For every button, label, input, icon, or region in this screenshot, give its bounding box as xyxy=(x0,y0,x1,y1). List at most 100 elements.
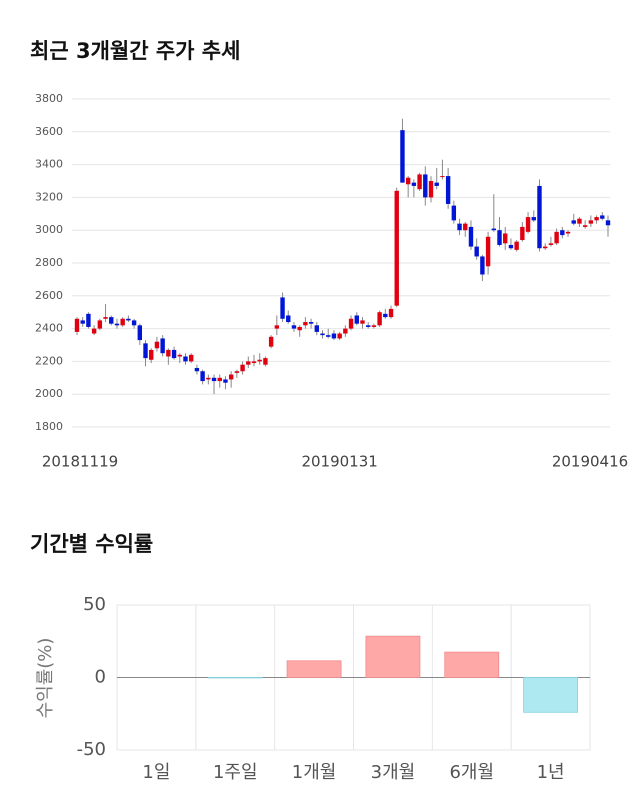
candle-body xyxy=(303,322,308,326)
candle-body xyxy=(508,244,514,249)
x-tick-label: 1주일 xyxy=(213,762,258,783)
y-tick-label: 50 xyxy=(83,594,106,615)
candle-body xyxy=(251,361,257,364)
candle-body xyxy=(74,318,80,332)
candle-body xyxy=(537,185,542,249)
candle-body xyxy=(149,349,154,360)
candle-body xyxy=(223,379,228,383)
candle-body xyxy=(211,377,217,382)
candle-body xyxy=(440,176,445,178)
candle-body xyxy=(468,226,474,247)
section-title: 최근 3개월간 주가 추세 xyxy=(30,39,240,63)
candle-body xyxy=(571,220,576,224)
candle-body xyxy=(383,313,388,318)
bar xyxy=(365,635,421,678)
candle-body xyxy=(554,231,559,244)
y-tick-label: 2000 xyxy=(35,387,63,400)
candle-body xyxy=(531,217,536,221)
candle-body xyxy=(120,318,125,326)
y-tick-label: 3600 xyxy=(35,125,63,138)
x-tick-label: 20181119 xyxy=(42,453,118,471)
candle-body xyxy=(428,181,434,198)
y-tick-label: 0 xyxy=(95,667,106,688)
candle-body xyxy=(600,215,605,219)
candle-body xyxy=(206,377,211,380)
candle-body xyxy=(360,320,365,324)
y-tick-label: 2400 xyxy=(35,322,63,335)
candle-body xyxy=(314,325,320,332)
candle-body xyxy=(297,326,302,331)
candle-body xyxy=(97,320,103,329)
candle-body xyxy=(417,174,422,190)
candle-body xyxy=(514,241,519,250)
candle-body xyxy=(183,356,188,362)
x-tick-label: 3개월 xyxy=(371,762,416,783)
candle-body xyxy=(80,320,85,324)
candle-body xyxy=(525,217,531,232)
candle-body xyxy=(109,317,114,324)
candle-body xyxy=(160,338,165,354)
bar xyxy=(523,677,578,713)
candle-body xyxy=(263,358,268,365)
candle-body xyxy=(491,228,497,231)
candle-body xyxy=(520,226,525,241)
y-tick-label: 3400 xyxy=(35,158,63,171)
bar xyxy=(444,651,500,678)
candle-body xyxy=(308,322,314,324)
candle-body xyxy=(348,318,354,329)
x-tick-label: 6개월 xyxy=(449,762,494,783)
candle-body xyxy=(331,333,337,339)
candle-body xyxy=(411,182,417,186)
candle-body xyxy=(497,230,502,245)
candle-body xyxy=(582,225,588,227)
candle-body xyxy=(217,377,222,382)
candle-body xyxy=(588,220,594,224)
candle-body xyxy=(177,354,182,357)
candle-body xyxy=(577,218,582,224)
x-tick-label: 1년 xyxy=(537,762,565,783)
candle-body xyxy=(405,177,411,185)
x-tick-label: 1개월 xyxy=(292,762,337,783)
candle-body xyxy=(542,246,548,249)
candle-body xyxy=(246,361,251,365)
candle-body xyxy=(131,320,137,326)
candle-body xyxy=(445,176,451,204)
candle-body xyxy=(594,217,599,221)
y-tick-label: 3800 xyxy=(35,92,63,105)
candle-body xyxy=(257,359,262,362)
candle-body xyxy=(451,205,457,221)
candle-body xyxy=(605,220,611,226)
candle-body xyxy=(457,223,462,231)
y-tick-label: 2600 xyxy=(35,289,63,302)
candle-body xyxy=(503,233,508,244)
candle-body xyxy=(365,325,371,327)
candle-body xyxy=(326,335,331,337)
y-tick-label: 2800 xyxy=(35,256,63,269)
candle-body xyxy=(234,371,240,373)
candle-body xyxy=(268,336,274,347)
candle-body xyxy=(194,367,200,372)
y-tick-label: 2200 xyxy=(35,354,63,367)
candle-body xyxy=(286,315,291,323)
candle-body xyxy=(188,354,194,362)
bar xyxy=(286,660,342,678)
candle-body xyxy=(354,315,359,324)
candle-body xyxy=(274,325,280,329)
candle-body xyxy=(86,313,91,327)
x-tick-label: 20190416 xyxy=(552,453,628,471)
candle-body xyxy=(154,341,160,349)
candle-body xyxy=(143,343,148,359)
candle-body xyxy=(291,325,297,329)
y-tick-label: -50 xyxy=(77,739,106,760)
y-tick-label: 1800 xyxy=(35,420,63,433)
candle-body xyxy=(91,328,97,334)
y-tick-label: 3000 xyxy=(35,223,63,236)
candle-body xyxy=(103,317,108,319)
candle-body xyxy=(240,364,245,372)
candle-body xyxy=(474,246,479,257)
candle-body xyxy=(337,333,342,339)
candle-body xyxy=(137,325,143,341)
candle-body xyxy=(171,349,177,359)
candle-body xyxy=(166,349,171,357)
